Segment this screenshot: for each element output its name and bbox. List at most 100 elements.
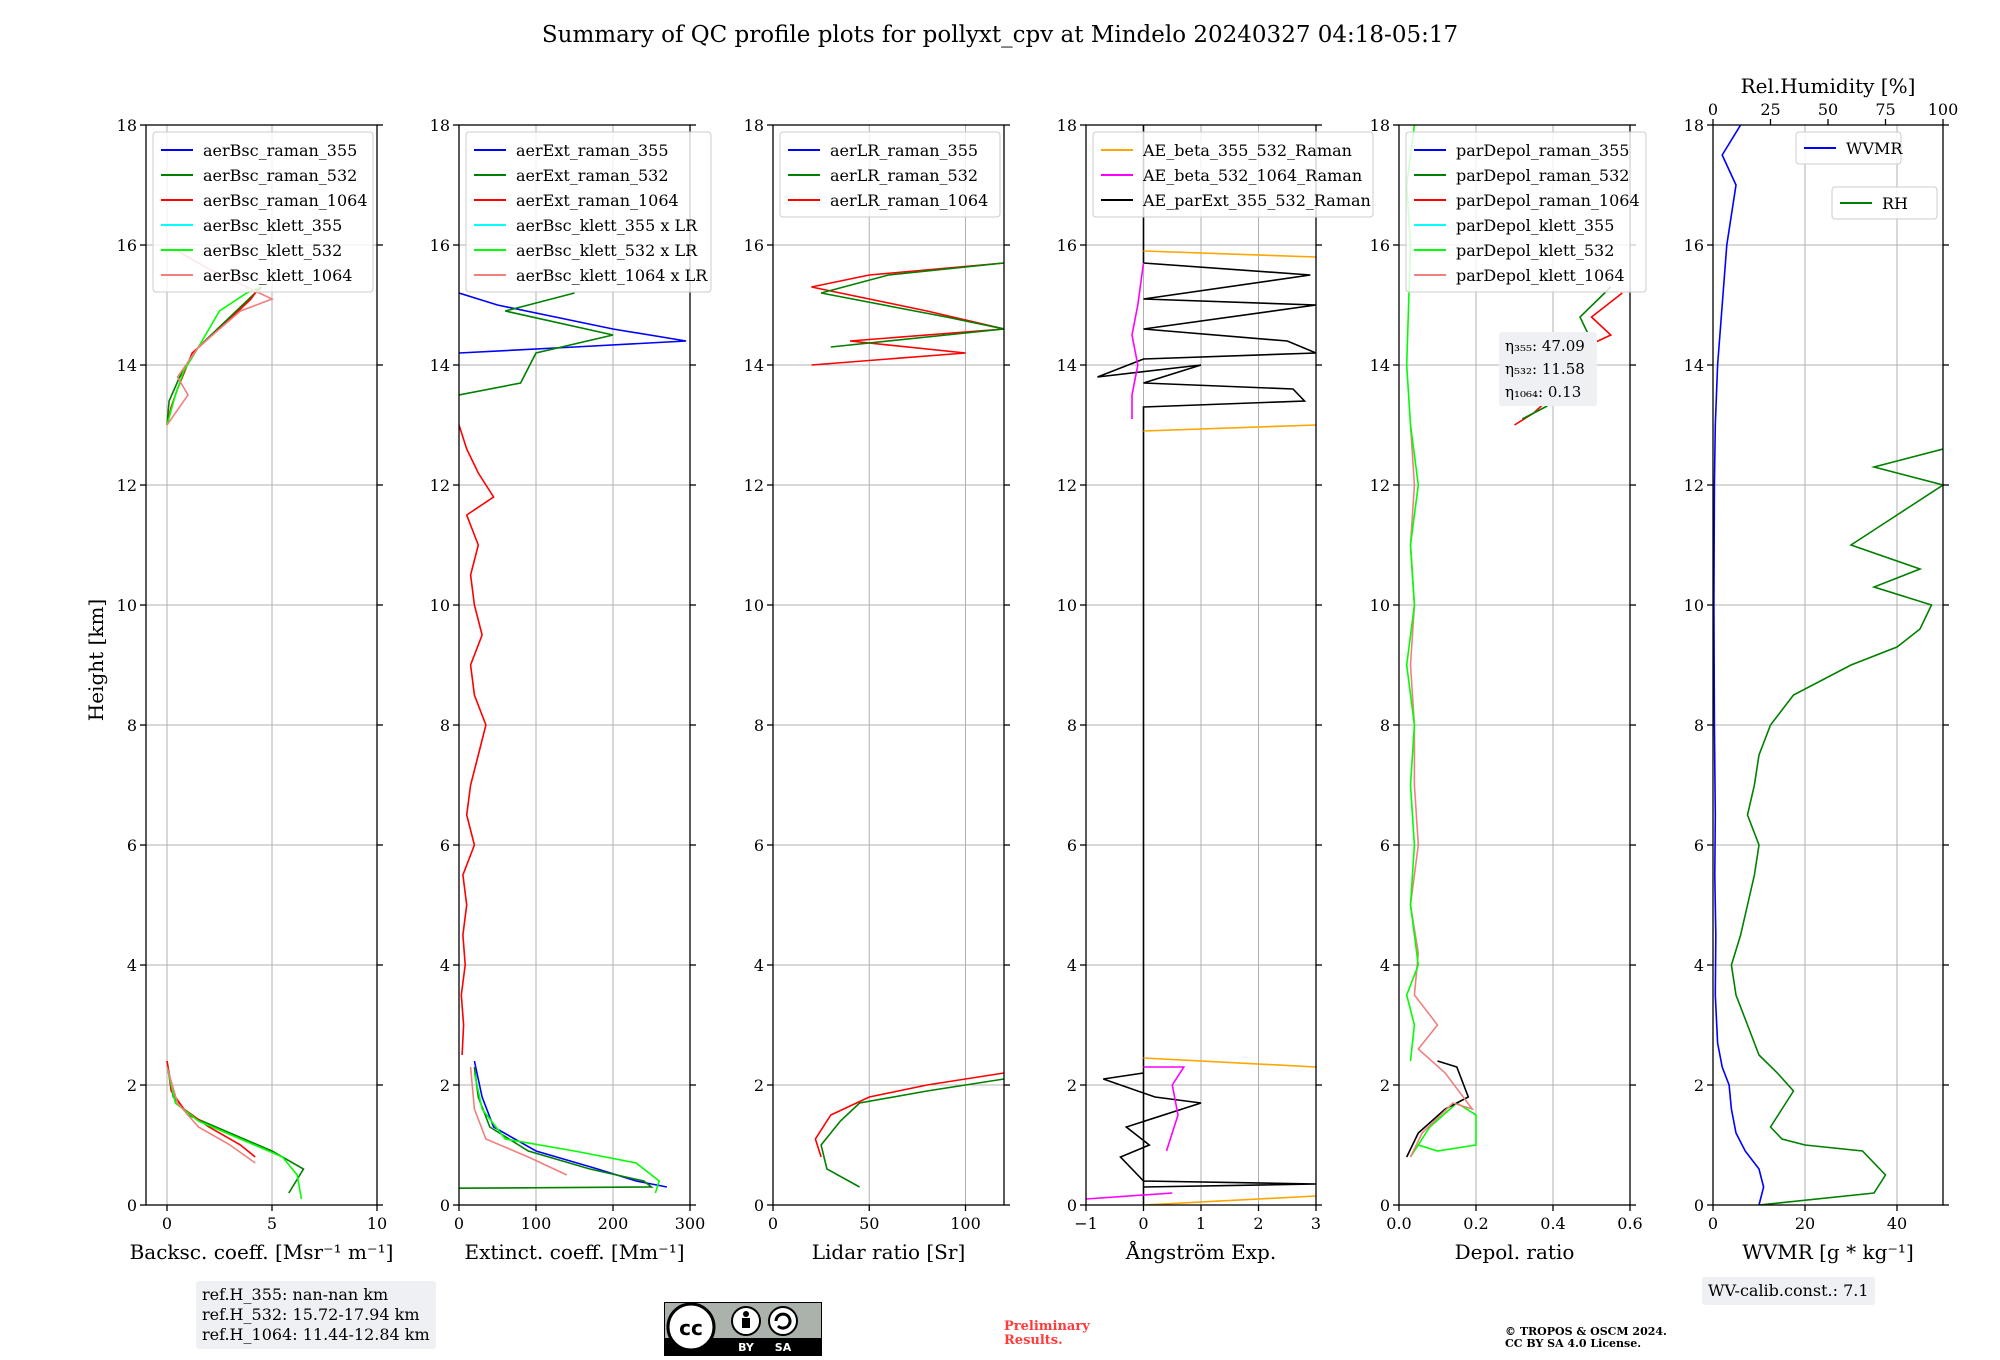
y-tick-label: 18 xyxy=(1057,116,1077,135)
series-line-ae-beta-355-532-raman xyxy=(1143,1195,1316,1205)
legend-entry: AE_beta_355_532_Raman xyxy=(1142,141,1352,160)
y-tick-label: 6 xyxy=(754,836,764,855)
share-alike-icon xyxy=(768,1306,798,1336)
legend-entry: aerExt_raman_1064 xyxy=(516,191,679,210)
series-line-ae-beta-532-1064-raman-mid xyxy=(1143,1066,1186,1152)
y-tick-label: 6 xyxy=(1067,836,1077,855)
x-axis-label: Lidar ratio [Sr] xyxy=(812,1240,966,1264)
series-line-wvmr xyxy=(1713,125,1765,1205)
axes-frame xyxy=(1712,124,1944,1206)
preliminary-line1: Preliminary xyxy=(1004,1319,1090,1334)
y-tick-label: 14 xyxy=(430,356,450,375)
y-tick-label: 2 xyxy=(1067,1076,1077,1095)
y-tick-label: 4 xyxy=(127,956,137,975)
x-axis-label: Backsc. coeff. [Msr⁻¹ m⁻¹] xyxy=(130,1240,394,1264)
y-tick-label: 12 xyxy=(744,476,764,495)
legend-entry: aerBsc_klett_532 xyxy=(203,241,342,260)
cc-icon xyxy=(666,1302,716,1352)
y-tick-label: 10 xyxy=(117,596,137,615)
series-line-aerbsc-raman-1064 xyxy=(166,286,261,426)
series-line-aerext-raman-1064 xyxy=(459,424,495,1056)
legend-entry: aerBsc_klett_355 xyxy=(203,216,342,235)
y-axis-label: Height [km] xyxy=(84,599,108,721)
annotation-text: η₅₃₂: 11.58 xyxy=(1505,360,1585,378)
annotation-box xyxy=(1499,332,1597,406)
y-tick-label: 0 xyxy=(1380,1196,1390,1215)
series-line-aerlr-raman-1064 xyxy=(814,1072,1004,1158)
series-line-rh xyxy=(1730,448,1943,1205)
series-line-aerbsc-klett-532-low xyxy=(166,1066,303,1200)
legend-entry: AE_parExt_355_532_Raman xyxy=(1142,191,1371,210)
legend-entry: RH xyxy=(1882,194,1908,213)
copyright-line2: CC BY SA 4.0 License. xyxy=(1505,1337,1642,1350)
series-line-ae-beta-355-532-raman-b xyxy=(1143,424,1316,432)
axes-frame xyxy=(145,124,378,1206)
y-tick-label: 14 xyxy=(1684,356,1704,375)
y-tick-label: 16 xyxy=(1370,236,1390,255)
y-tick-label: 8 xyxy=(1067,716,1077,735)
y-tick-label: 16 xyxy=(1057,236,1077,255)
legend-entry: aerBsc_raman_355 xyxy=(203,141,357,160)
legend-entry: AE_beta_532_1064_Raman xyxy=(1142,166,1362,185)
series-line-aerbsc-klett-1064-low xyxy=(166,1066,256,1164)
top-x-tick-label: 100 xyxy=(1928,100,1959,119)
axes-frame xyxy=(1398,124,1631,1206)
y-tick-label: 18 xyxy=(117,116,137,135)
legend-entry: parDepol_raman_355 xyxy=(1456,141,1629,160)
y-tick-label: 10 xyxy=(1370,596,1390,615)
x-tick-label: 40 xyxy=(1887,1214,1907,1233)
x-tick-label: 100 xyxy=(521,1214,552,1233)
top-x-axis-label: Rel.Humidity [%] xyxy=(1741,74,1916,98)
y-tick-label: 0 xyxy=(127,1196,137,1215)
y-tick-label: 14 xyxy=(1057,356,1077,375)
y-tick-label: 2 xyxy=(1380,1076,1390,1095)
series-line-aerbsc-raman-1064-low xyxy=(166,1060,256,1158)
svg-text:cc: cc xyxy=(679,1316,703,1340)
x-tick-label: 0 xyxy=(1708,1214,1718,1233)
x-axis-label: Ångström Exp. xyxy=(1125,1239,1276,1264)
y-tick-label: 8 xyxy=(1380,716,1390,735)
y-tick-label: 4 xyxy=(1380,956,1390,975)
legend: aerLR_raman_355 aerLR_raman_532 aerLR_rama… xyxy=(779,131,1001,218)
copyright-notice: © TROPOS & OSCM 2024. CC BY SA 4.0 Licen… xyxy=(1505,1326,1667,1350)
x-tick-label: 100 xyxy=(950,1214,981,1233)
legend-entry: aerExt_raman_355 xyxy=(516,141,669,160)
legend: WVMR xyxy=(1795,131,1903,165)
legend-box xyxy=(779,131,1001,218)
legend: aerBsc_raman_355 aerBsc_raman_532 aerBsc_r… xyxy=(152,131,374,293)
cc-by-label: BY xyxy=(738,1341,755,1354)
x-tick-label: 0 xyxy=(162,1214,172,1233)
y-tick-label: 8 xyxy=(1694,716,1704,735)
y-tick-label: 0 xyxy=(1694,1196,1704,1215)
y-tick-label: 18 xyxy=(1370,116,1390,135)
y-tick-label: 10 xyxy=(1684,596,1704,615)
legend-box xyxy=(152,131,374,293)
x-tick-label: 200 xyxy=(598,1214,629,1233)
legend: AE_beta_355_532_Raman AE_beta_532_1064_Ra… xyxy=(1092,131,1374,218)
legend-entry: parDepol_raman_532 xyxy=(1456,166,1629,185)
x-tick-label: 0 xyxy=(1138,1214,1148,1233)
series-line-ae-beta-355-532-raman-a xyxy=(1143,1057,1316,1068)
legend-entry: WVMR xyxy=(1846,139,1903,158)
y-tick-label: 12 xyxy=(1684,476,1704,495)
preliminary-line2: Results. xyxy=(1004,1333,1063,1348)
annotation-text: η₁₀₆₄: 0.13 xyxy=(1505,383,1581,401)
panel-1: 0 2 4 6 8 10 12 14 16 18 0 5 10 Backsc. coeff. [Msr⁻¹… xyxy=(117,116,394,1264)
y-tick-label: 10 xyxy=(1057,596,1077,615)
x-tick-label: 0.2 xyxy=(1463,1214,1488,1233)
legend-entry: aerBsc_raman_532 xyxy=(203,166,357,185)
legend-entry: aerBsc_klett_1064 xyxy=(203,266,352,285)
y-tick-label: 14 xyxy=(1370,356,1390,375)
ref-h-355: ref.H_355: nan-nan km xyxy=(202,1285,389,1304)
x-tick-label: 0 xyxy=(454,1214,464,1233)
x-tick-label: 2 xyxy=(1253,1214,1263,1233)
x-tick-label: 3 xyxy=(1311,1214,1321,1233)
series-line-pardepol-raman-532 xyxy=(1405,1060,1470,1158)
legend-entry: parDepol_raman_1064 xyxy=(1456,191,1640,210)
legend-entry: parDepol_klett_532 xyxy=(1456,241,1614,260)
axes-frame xyxy=(458,124,691,1206)
y-tick-label: 2 xyxy=(754,1076,764,1095)
x-tick-label: 20 xyxy=(1795,1214,1815,1233)
legend-box xyxy=(465,131,712,293)
top-x-tick-label: 25 xyxy=(1760,100,1780,119)
